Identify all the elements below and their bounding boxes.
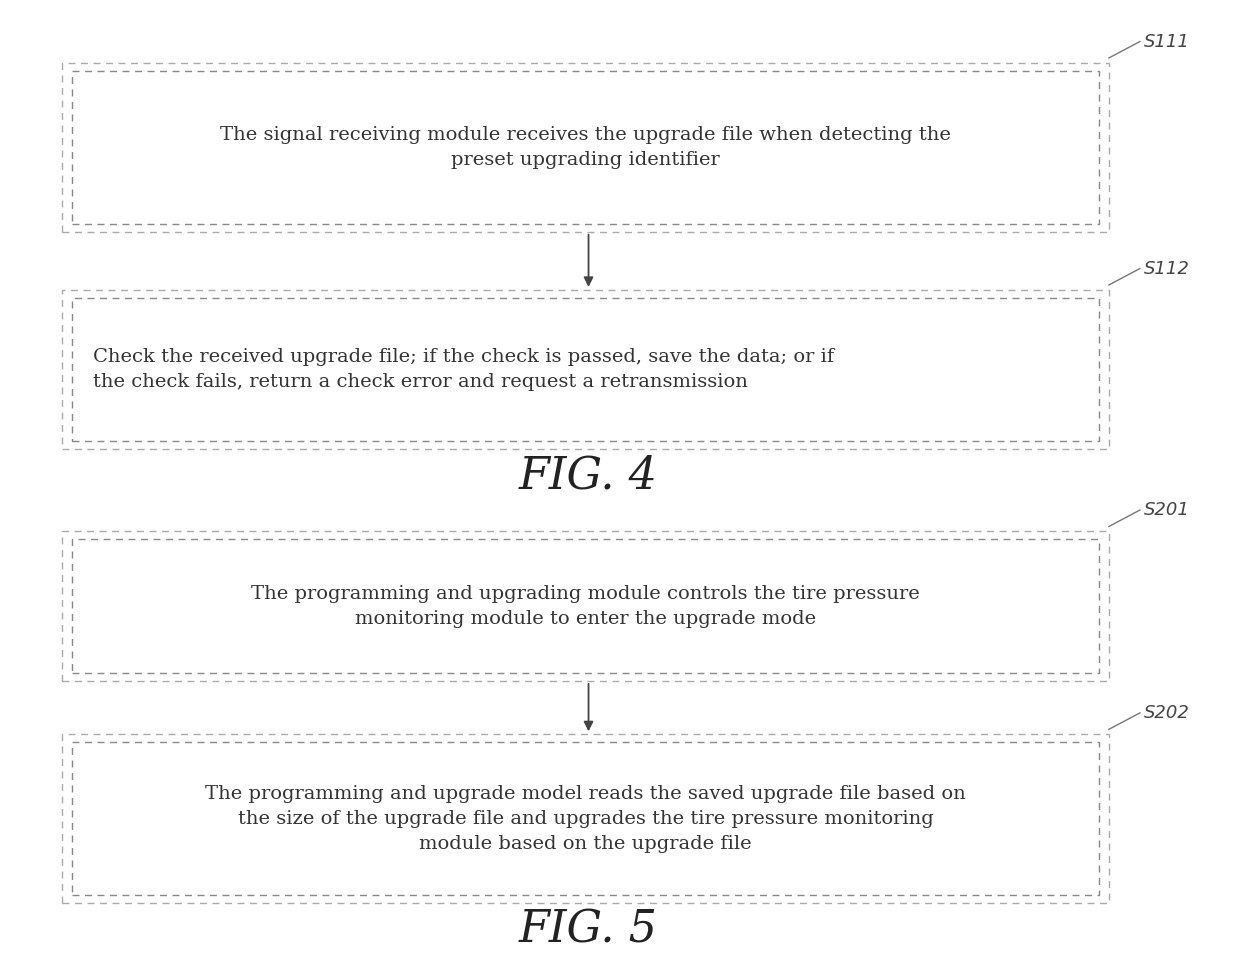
Text: S112: S112 (1144, 260, 1189, 277)
Text: The programming and upgrading module controls the tire pressure
monitoring modul: The programming and upgrading module con… (252, 584, 919, 628)
Text: S111: S111 (1144, 33, 1189, 50)
Text: S201: S201 (1144, 501, 1189, 519)
Text: The signal receiving module receives the upgrade file when detecting the
preset : The signal receiving module receives the… (221, 126, 950, 169)
Bar (72, 539, 1099, 673)
Bar (62, 63, 1109, 232)
Text: The programming and upgrade model reads the saved upgrade file based on
the size: The programming and upgrade model reads … (204, 784, 966, 853)
Text: Check the received upgrade file; if the check is passed, save the data; or if
th: Check the received upgrade file; if the … (93, 348, 834, 391)
Bar (72, 71, 1099, 224)
Text: FIG. 4: FIG. 4 (519, 454, 658, 497)
Bar (62, 531, 1109, 681)
Bar (62, 290, 1109, 449)
Bar (62, 734, 1109, 903)
Text: FIG. 5: FIG. 5 (519, 908, 658, 952)
Bar (72, 742, 1099, 895)
Text: S202: S202 (1144, 704, 1189, 722)
Bar (72, 298, 1099, 441)
